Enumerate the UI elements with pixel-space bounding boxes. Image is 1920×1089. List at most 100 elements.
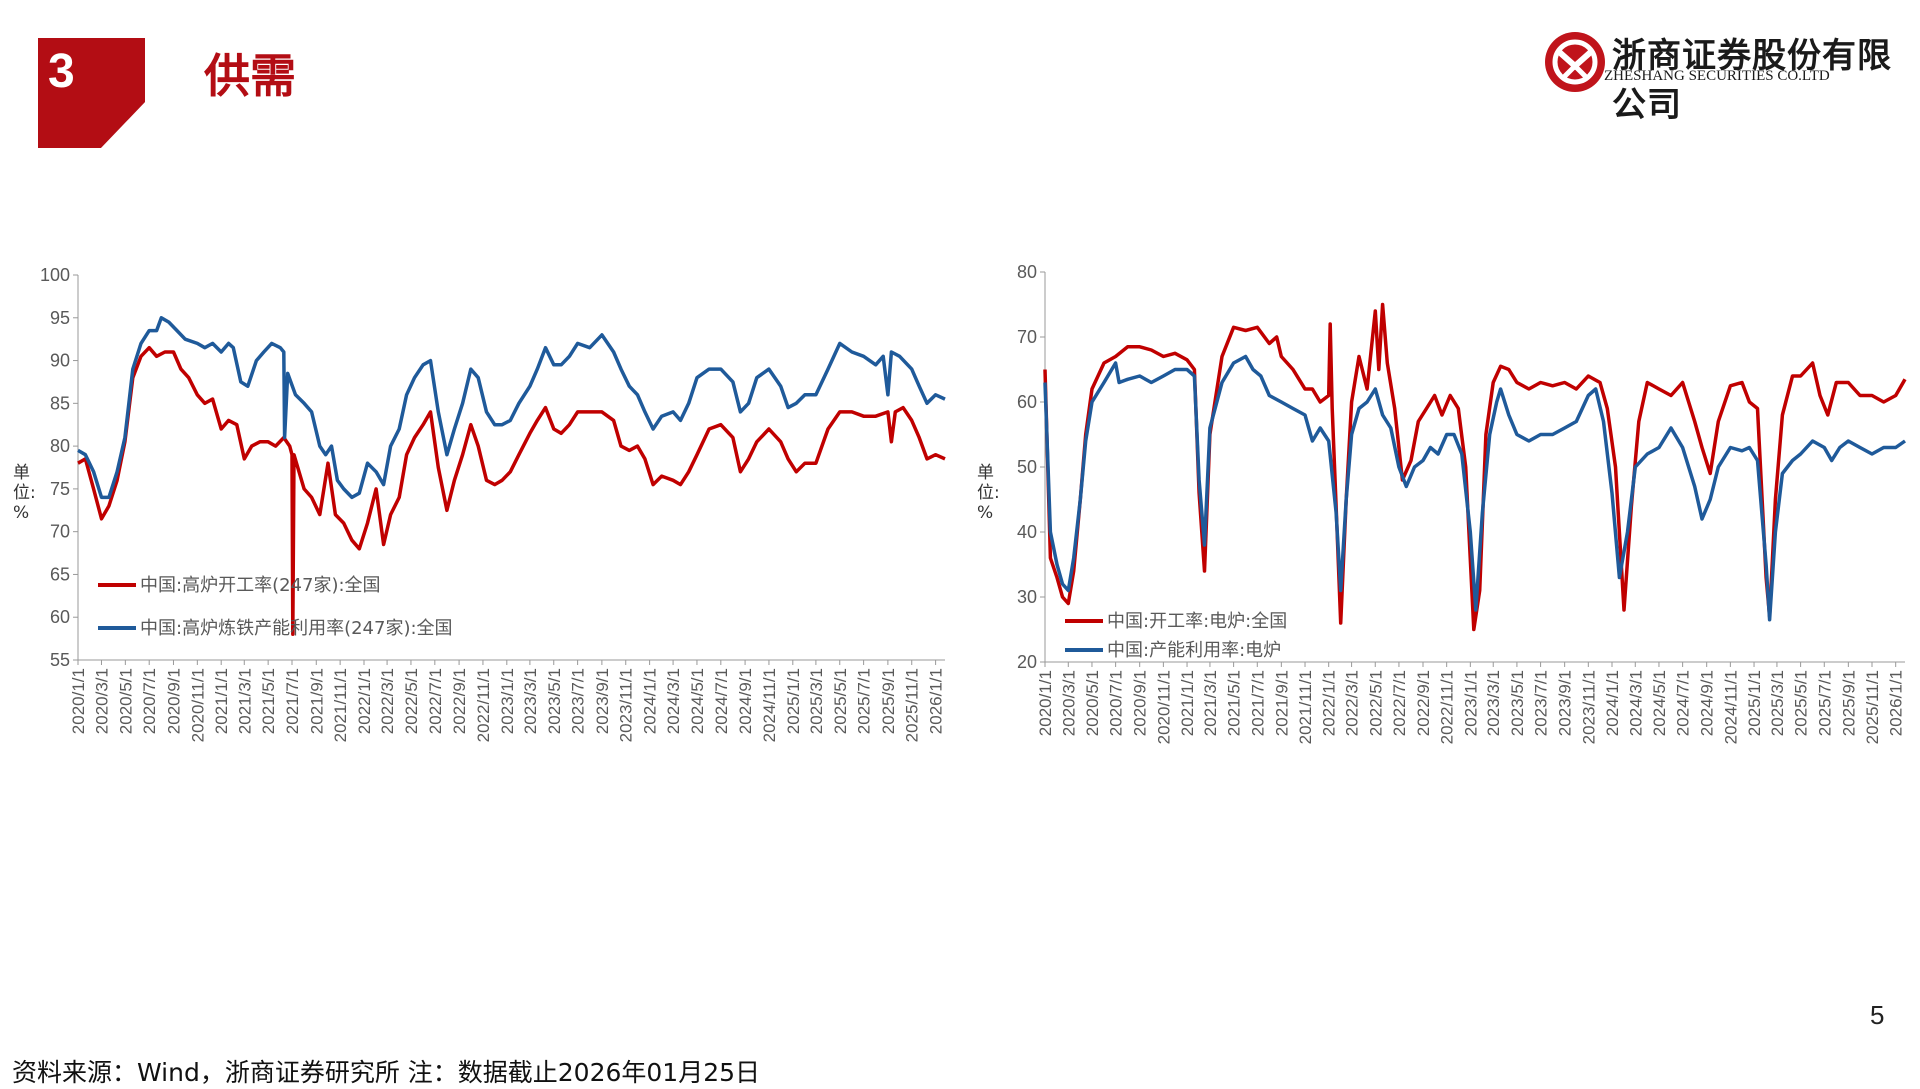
x-tick-label: 2021/7/1: [1248, 670, 1267, 736]
y-tick-label: 50: [1017, 457, 1037, 477]
x-tick-label: 2024/7/1: [712, 668, 731, 734]
x-tick-label: 2021/3/1: [235, 668, 254, 734]
x-tick-label: 2023/11/1: [1579, 670, 1598, 744]
x-tick-label: 2025/3/1: [807, 668, 826, 734]
y-tick-label: 85: [50, 393, 70, 413]
series-line-2: [1043, 354, 1907, 622]
x-tick-label: 2023/7/1: [1532, 670, 1551, 736]
y-tick-label: 70: [50, 522, 70, 542]
legend-label-1: 中国:高炉开工率(247家):全国: [140, 575, 381, 596]
x-tick-label: 2024/11/1: [760, 668, 779, 742]
x-tick-label: 2020/7/1: [140, 668, 159, 734]
series-line-1: [77, 345, 946, 637]
x-tick-label: 2025/1/1: [784, 668, 803, 734]
y-tick-label: 40: [1017, 522, 1037, 542]
series-line-2: [77, 316, 946, 500]
x-tick-label: 2025/7/1: [855, 668, 874, 734]
x-tick-label: 2024/5/1: [1650, 670, 1669, 736]
x-tick-label: 2022/3/1: [1343, 670, 1362, 736]
y-tick-label: 55: [50, 650, 70, 670]
x-tick-label: 2020/1/1: [69, 668, 88, 734]
x-tick-label: 2026/1/1: [1887, 670, 1906, 736]
x-tick-label: 2023/5/1: [1508, 670, 1527, 736]
x-tick-label: 2024/9/1: [1698, 670, 1717, 736]
x-tick-label: 2020/5/1: [1083, 670, 1102, 736]
y-tick-label: 60: [50, 607, 70, 627]
x-tick-label: 2022/7/1: [426, 668, 445, 734]
x-tick-label: 2024/1/1: [1603, 670, 1622, 736]
x-tick-label: 2021/11/1: [1296, 670, 1315, 744]
legend-label-1: 中国:开工率:电炉:全国: [1107, 611, 1287, 632]
x-tick-label: 2022/11/1: [1438, 670, 1457, 744]
x-tick-label: 2021/3/1: [1201, 670, 1220, 736]
x-tick-label: 2021/9/1: [1272, 670, 1291, 736]
y-axis-label: 单位:%: [13, 463, 36, 523]
x-tick-label: 2025/9/1: [879, 668, 898, 734]
x-tick-label: 2021/11/1: [331, 668, 350, 742]
x-tick-label: 2025/9/1: [1839, 670, 1858, 736]
x-tick-label: 2023/3/1: [521, 668, 540, 734]
x-tick-label: 2021/9/1: [307, 668, 326, 734]
x-tick-label: 2024/9/1: [736, 668, 755, 734]
x-tick-label: 2023/3/1: [1484, 670, 1503, 736]
x-tick-label: 2024/5/1: [688, 668, 707, 734]
page-number: 5: [1870, 1000, 1885, 1030]
x-tick-label: 2024/11/1: [1721, 670, 1740, 744]
x-tick-label: 2023/9/1: [1556, 670, 1575, 736]
x-tick-label: 2022/9/1: [1414, 670, 1433, 736]
y-tick-label: 95: [50, 308, 70, 328]
y-tick-label: 65: [50, 564, 70, 584]
x-tick-label: 2022/1/1: [1320, 670, 1339, 736]
x-tick-label: 2022/1/1: [355, 668, 374, 734]
zheshang-logo-icon: [1545, 32, 1605, 92]
x-tick-label: 2022/5/1: [402, 668, 421, 734]
x-tick-label: 2020/9/1: [1131, 670, 1150, 736]
section-number: 3: [48, 45, 75, 98]
x-tick-label: 2025/1/1: [1745, 670, 1764, 736]
x-tick-label: 2020/3/1: [1059, 670, 1078, 736]
x-tick-label: 2021/1/1: [1178, 670, 1197, 736]
x-tick-label: 2020/7/1: [1107, 670, 1126, 736]
y-tick-label: 100: [40, 265, 70, 285]
x-tick-label: 2021/5/1: [1225, 670, 1244, 736]
x-tick-label: 2020/11/1: [1154, 670, 1173, 744]
section-box-notch: [100, 101, 146, 149]
x-tick-label: 2024/1/1: [641, 668, 660, 734]
x-tick-label: 2021/7/1: [283, 668, 302, 734]
y-tick-label: 75: [50, 479, 70, 499]
y-tick-label: 30: [1017, 587, 1037, 607]
y-tick-label: 90: [50, 351, 70, 371]
x-tick-label: 2022/9/1: [450, 668, 469, 734]
x-tick-label: 2023/5/1: [545, 668, 564, 734]
x-tick-label: 2025/11/1: [903, 668, 922, 742]
x-tick-label: 2021/5/1: [259, 668, 278, 734]
x-tick-label: 2023/9/1: [593, 668, 612, 734]
x-tick-label: 2023/11/1: [617, 668, 636, 742]
source-note: 资料来源：Wind，浙商证券研究所 注：数据截止2026年01月25日: [12, 1058, 761, 1087]
electric-furnace-chart: 20 30 40 50 60 70 80 2020/1/1 2020/3/1 2020/5/1 20…: [977, 262, 1907, 744]
legend-label-2: 中国:高炉炼铁产能利用率(247家):全国: [140, 618, 453, 639]
y-axis-label: 单位:%: [977, 463, 1000, 523]
x-tick-label: 2020/11/1: [188, 668, 207, 742]
legend-label-2: 中国:产能利用率:电炉: [1107, 640, 1281, 661]
y-tick-label: 60: [1017, 392, 1037, 412]
x-tick-label: 2023/1/1: [1461, 670, 1480, 736]
x-tick-label: 2022/7/1: [1390, 670, 1409, 736]
blast-furnace-chart: 55 60 65 70 75 80 85 90 95 100 2020/1/1 2020/3/1 202…: [13, 265, 946, 742]
y-tick-label: 70: [1017, 327, 1037, 347]
y-tick-label: 20: [1017, 652, 1037, 672]
x-tick-label: 2022/3/1: [378, 668, 397, 734]
x-tick-label: 2020/9/1: [164, 668, 183, 734]
x-tick-label: 2026/1/1: [927, 668, 946, 734]
x-tick-label: 2020/5/1: [116, 668, 135, 734]
page-title: 供需: [204, 49, 296, 103]
x-tick-label: 2024/7/1: [1674, 670, 1693, 736]
x-tick-label: 2023/1/1: [498, 668, 517, 734]
company-name-cn: 浙商证券股份有限公司: [1612, 36, 1892, 125]
x-tick-label: 2025/3/1: [1768, 670, 1787, 736]
x-tick-label: 2021/1/1: [212, 668, 231, 734]
y-tick-label: 80: [50, 436, 70, 456]
x-tick-label: 2020/3/1: [92, 668, 111, 734]
x-tick-label: 2023/7/1: [569, 668, 588, 734]
x-tick-label: 2025/11/1: [1863, 670, 1882, 744]
